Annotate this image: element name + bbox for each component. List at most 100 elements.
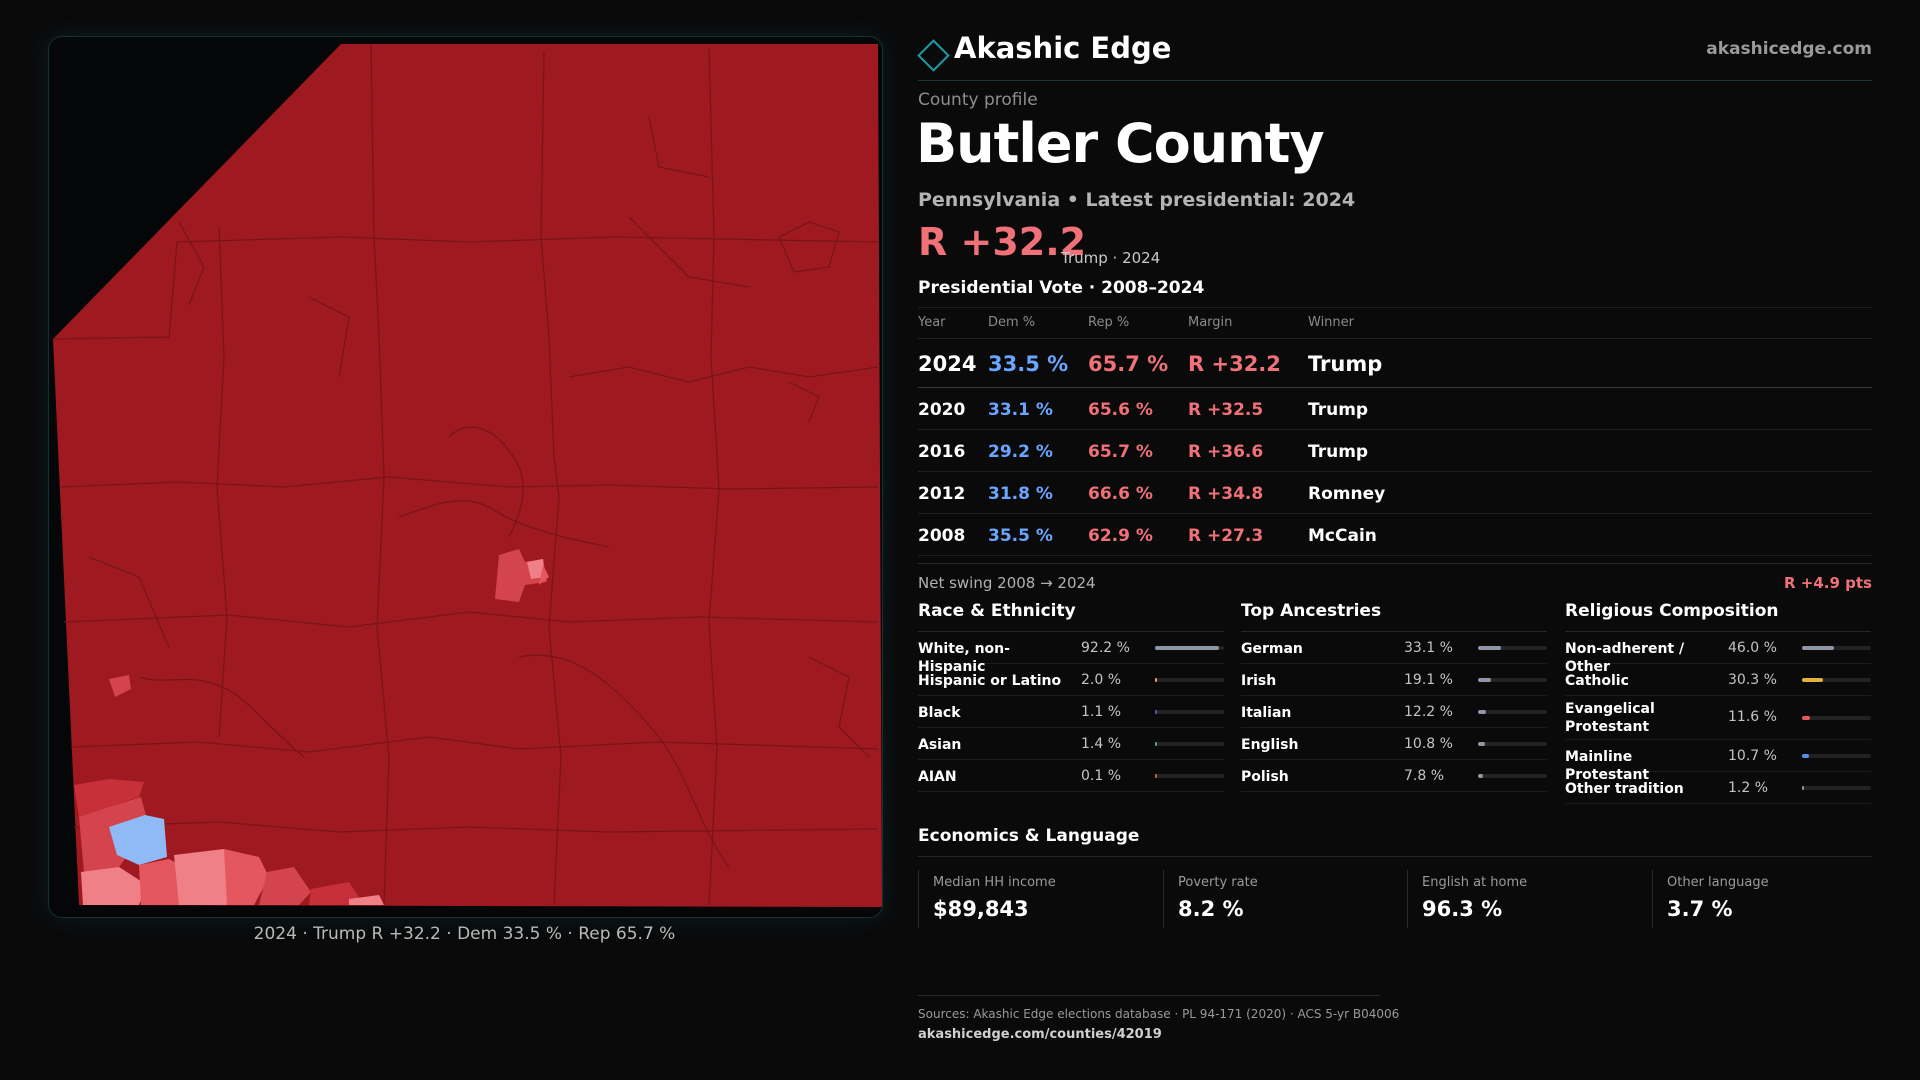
stat-value: 19.1 %	[1404, 672, 1453, 688]
stat-value: 12.2 %	[1404, 704, 1453, 720]
cell-rep: 62.9 %	[1088, 526, 1153, 546]
list-item: Evangelical Protestant 11.6 %	[1565, 696, 1871, 740]
headline-margin-note: Trump · 2024	[1061, 249, 1161, 267]
footer-sources: Sources: Akashic Edge elections database…	[918, 1007, 1400, 1021]
column-header-year: Year	[918, 315, 946, 330]
cell-year: 2020	[918, 400, 966, 420]
list-item: White, non-Hispanic 92.2 %	[918, 632, 1224, 675]
stat-value: 11.6 %	[1728, 709, 1777, 725]
religion-panel: Religious Composition Non-adherent / Oth…	[1565, 601, 1871, 804]
stat-bar-fill	[1155, 742, 1157, 746]
footer: Sources: Akashic Edge elections database…	[918, 995, 1400, 1042]
table-row: 2016 29.2 % 65.7 % R +36.6 Trump	[918, 430, 1872, 472]
net-swing-row: Net swing 2008 → 2024 R +4.9 pts	[918, 563, 1872, 598]
stat-label: Mainline Protestant	[1565, 749, 1650, 783]
stat-value: 30.3 %	[1728, 672, 1777, 688]
cell-margin: R +32.2	[1188, 352, 1281, 376]
cell-margin: R +36.6	[1188, 442, 1264, 462]
stat-label: German	[1241, 641, 1303, 657]
county-map[interactable]	[48, 36, 883, 918]
table-row: 2012 31.8 % 66.6 % R +34.8 Romney	[918, 472, 1872, 514]
stat-value: 33.1 %	[1404, 640, 1453, 656]
stat-bar-fill	[1155, 774, 1157, 778]
stat-bar-fill	[1802, 646, 1834, 650]
precinct-cluster-center	[495, 549, 549, 602]
stat-value: 1.2 %	[1728, 780, 1769, 796]
cell-dem: 31.8 %	[988, 484, 1053, 504]
stat-label: Polish	[1241, 769, 1289, 785]
cell-margin: R +34.8	[1188, 484, 1264, 504]
cell-year: 2016	[918, 442, 966, 462]
cell-rep: 65.7 %	[1088, 352, 1169, 376]
cell-year: 2024	[918, 352, 977, 376]
cell-dem: 29.2 %	[988, 442, 1053, 462]
econ-card-english: English at home 96.3 %	[1407, 870, 1628, 928]
stat-label: AIAN	[918, 769, 957, 785]
stat-label: Non-adherent / Other	[1565, 641, 1685, 675]
headline-margin: R +32.2	[918, 220, 1087, 264]
brand-name[interactable]: Akashic Edge	[954, 31, 1172, 65]
stat-bar	[1478, 678, 1547, 682]
stat-bar	[1155, 774, 1224, 778]
economics-title: Economics & Language	[918, 826, 1872, 857]
stat-bar-fill	[1155, 710, 1157, 714]
table-header: Year Dem % Rep % Margin Winner	[918, 308, 1872, 339]
column-header-winner: Winner	[1308, 315, 1355, 330]
stat-bar	[1802, 716, 1871, 720]
brand-logo-icon	[917, 39, 950, 72]
list-item: AIAN 0.1 %	[918, 760, 1224, 792]
cell-winner: Romney	[1308, 484, 1386, 504]
list-item: Polish 7.8 %	[1241, 760, 1547, 792]
econ-card-other-language: Other language 3.7 %	[1652, 870, 1873, 928]
religion-title: Religious Composition	[1565, 601, 1871, 632]
stat-label: Hispanic or Latino	[918, 673, 1062, 689]
stat-bar-fill	[1155, 678, 1157, 682]
ancestry-panel: Top Ancestries German 33.1 % Irish 19.1 % It…	[1241, 601, 1547, 792]
stat-value: 0.1 %	[1081, 768, 1122, 784]
stat-bar	[1155, 678, 1224, 682]
column-header-margin: Margin	[1188, 315, 1233, 330]
table-row: 2008 35.5 % 62.9 % R +27.3 McCain	[918, 514, 1872, 556]
stat-bar	[1478, 774, 1547, 778]
cell-winner: Trump	[1308, 442, 1369, 462]
list-item: German 33.1 %	[1241, 632, 1547, 664]
cell-margin: R +27.3	[1188, 526, 1264, 546]
ancestry-list: German 33.1 % Irish 19.1 % Italian 12.2 % Engl…	[1241, 632, 1547, 792]
footer-url-link[interactable]: akashicedge.com/counties/42019	[918, 1027, 1162, 1042]
list-item: Black 1.1 %	[918, 696, 1224, 728]
stat-bar-fill	[1478, 774, 1483, 778]
stat-value: 46.0 %	[1728, 640, 1777, 656]
stat-label: Evangelical Protestant	[1565, 701, 1655, 735]
econ-label: Poverty rate	[1178, 875, 1258, 890]
stat-bar	[1478, 646, 1547, 650]
cell-winner: Trump	[1308, 352, 1383, 376]
cell-rep: 65.6 %	[1088, 400, 1153, 420]
stat-label: English	[1241, 737, 1299, 753]
table-row: 2024 33.5 % 65.7 % R +32.2 Trump	[918, 339, 1872, 388]
cell-dem: 35.5 %	[988, 526, 1053, 546]
county-map-svg	[52, 43, 882, 907]
stat-bar-fill	[1478, 742, 1485, 746]
stat-label: Irish	[1241, 673, 1277, 689]
stat-value: 7.8 %	[1404, 768, 1445, 784]
brand-bar: Akashic Edge akashicedge.com	[917, 28, 1872, 81]
stat-value: 2.0 %	[1081, 672, 1122, 688]
stat-bar-fill	[1478, 710, 1486, 714]
stat-value: 10.7 %	[1728, 748, 1777, 764]
econ-label: English at home	[1422, 875, 1528, 890]
race-list: White, non-Hispanic 92.2 % Hispanic or Lat…	[918, 632, 1224, 792]
list-item: Asian 1.4 %	[918, 728, 1224, 760]
list-item: Other tradition 1.2 %	[1565, 772, 1871, 804]
brand-url-link[interactable]: akashicedge.com	[1706, 39, 1872, 59]
stat-bar-fill	[1478, 678, 1491, 682]
stat-bar	[1478, 710, 1547, 714]
precinct-cluster-southwest	[74, 675, 384, 905]
township-boundaries	[52, 43, 879, 906]
stat-label: Asian	[918, 737, 962, 753]
econ-value: 8.2 %	[1178, 897, 1244, 921]
cell-rep: 66.6 %	[1088, 484, 1153, 504]
column-header-rep: Rep %	[1088, 315, 1130, 330]
net-swing-value: R +4.9 pts	[1784, 574, 1872, 592]
cell-year: 2008	[918, 526, 966, 546]
list-item: Non-adherent / Other 46.0 %	[1565, 632, 1871, 675]
